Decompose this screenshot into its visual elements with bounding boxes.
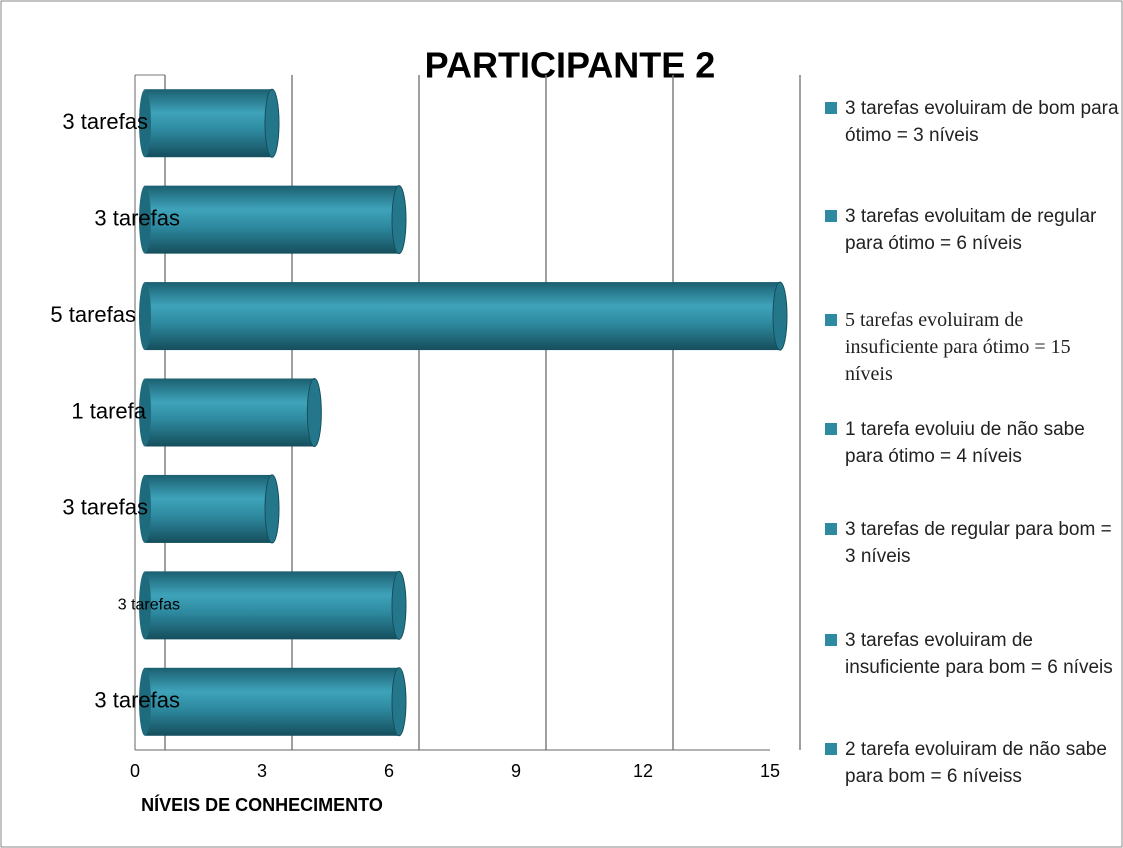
bar-cap	[391, 667, 407, 737]
x-tick-label: 6	[384, 761, 394, 781]
legend-item: 5 tarefas evoluiram de insuficiente para…	[823, 307, 1121, 388]
y-tick-label: 3 tarefas	[118, 597, 180, 614]
x-tick-label: 15	[760, 761, 780, 781]
y-tick-label: 3 tarefas	[62, 495, 148, 520]
bar-body	[145, 667, 399, 736]
legend-item: 3 tarefas evoluitam de regular para ótim…	[823, 203, 1121, 257]
y-tick-label: 3 tarefas	[94, 688, 180, 713]
x-tick-label: 9	[511, 761, 521, 781]
chart-title: PARTICIPANTE 2	[425, 45, 716, 86]
bar-body	[145, 378, 315, 447]
legend-label: 5 tarefas evoluiram de insuficiente para…	[845, 309, 1071, 385]
x-tick-label: 12	[633, 761, 653, 781]
bar-cap	[139, 667, 151, 736]
legend-swatch	[825, 423, 837, 435]
bar-body	[145, 474, 272, 543]
bar	[139, 570, 407, 640]
bar-cap	[264, 88, 280, 158]
bar-cap	[139, 89, 151, 158]
legend-item: 2 tarefa evoluiram de não sabe para bom …	[823, 736, 1121, 790]
bar-cap	[139, 282, 151, 351]
y-tick-label: 5 tarefas	[50, 302, 136, 327]
bar	[139, 281, 788, 351]
bar-cap	[772, 281, 788, 351]
x-tick-label: 0	[130, 761, 140, 781]
x-axis-label: NÍVEIS DE CONHECIMENTO	[141, 794, 383, 815]
bar-body	[145, 571, 399, 640]
legend-item: 3 tarefas evoluiram de insuficiente para…	[823, 627, 1121, 681]
bar-cap	[139, 571, 151, 640]
legend-swatch	[825, 634, 837, 646]
legend-label: 3 tarefas evoluitam de regular para ótim…	[845, 206, 1097, 254]
bar	[139, 378, 322, 447]
bar-cap	[139, 378, 151, 447]
legend-label: 3 tarefas evoluiram de insuficiente para…	[845, 630, 1113, 678]
bar-cap	[306, 378, 322, 447]
bar-cap	[264, 474, 280, 544]
bar-body	[145, 185, 399, 254]
legend-label: 3 tarefas de regular para bom = 3 níveis	[845, 519, 1112, 567]
legend-swatch	[825, 102, 837, 114]
x-tick-label: 3	[257, 761, 267, 781]
bar-cap	[139, 474, 151, 543]
bar-body	[145, 282, 780, 351]
legend-label: 1 tarefa evoluiu de não sabe para ótimo …	[845, 419, 1085, 467]
y-tick-label: 1 tarefa	[71, 398, 146, 423]
legend-swatch	[825, 523, 837, 535]
bar	[139, 88, 280, 158]
legend-swatch	[825, 743, 837, 755]
bar-body	[145, 89, 272, 158]
legend-item: 3 tarefas evoluiram de bom para ótimo = …	[823, 95, 1121, 149]
y-tick-label: 3 tarefas	[62, 109, 148, 134]
legend-label: 2 tarefa evoluiram de não sabe para bom …	[845, 739, 1107, 787]
legend-item: 1 tarefa evoluiu de não sabe para ótimo …	[823, 416, 1121, 470]
bar-cap	[391, 570, 407, 640]
bar	[139, 667, 407, 737]
bar	[139, 185, 407, 255]
legend-swatch	[825, 210, 837, 222]
bar-cap	[391, 185, 407, 255]
bar-cap	[139, 185, 151, 254]
legend-label: 3 tarefas evoluiram de bom para ótimo = …	[845, 98, 1119, 146]
legend-swatch	[825, 314, 837, 326]
bar	[139, 474, 280, 544]
y-tick-label: 3 tarefas	[94, 205, 180, 230]
legend-item: 3 tarefas de regular para bom = 3 níveis	[823, 516, 1121, 570]
